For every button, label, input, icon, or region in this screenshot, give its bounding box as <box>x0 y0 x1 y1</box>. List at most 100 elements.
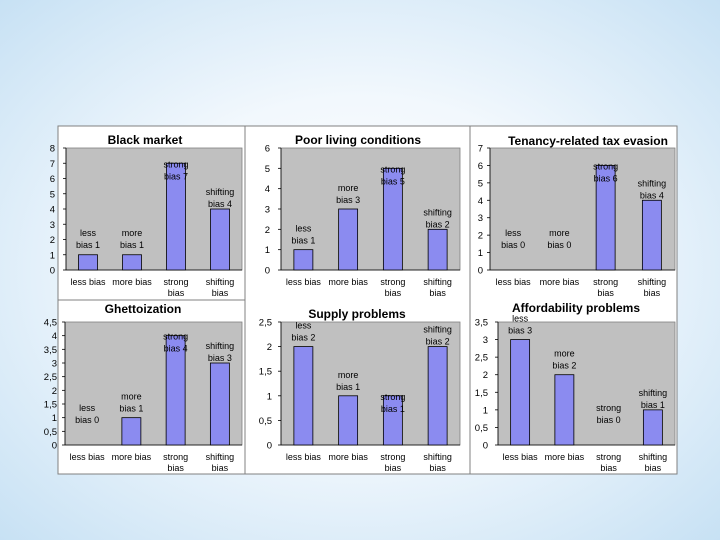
x-category-label: shifting <box>423 452 452 462</box>
y-tick-label: 2,5 <box>44 372 57 383</box>
x-category-label: shifting <box>206 277 235 287</box>
data-label: strong <box>596 403 621 413</box>
data-label: bias 4 <box>208 199 232 209</box>
y-tick-label: 1 <box>50 250 55 261</box>
x-category-label: less bias <box>70 277 106 287</box>
x-category-label: strong <box>163 277 188 287</box>
x-category-label: bias <box>212 463 229 473</box>
data-label: more <box>338 370 359 380</box>
data-label: strong <box>380 392 405 402</box>
x-category-label: less bias <box>496 277 532 287</box>
y-tick-label: 2 <box>52 386 57 397</box>
bar-less-bias <box>78 254 98 271</box>
y-tick-label: 8 <box>50 144 55 155</box>
y-tick-label: 0,5 <box>44 427 57 438</box>
y-tick-label: 1 <box>478 248 483 259</box>
data-label: bias 2 <box>426 219 450 229</box>
data-label: shifting <box>639 388 668 398</box>
x-category-label: more bias <box>328 277 368 287</box>
y-tick-label: 6 <box>50 174 55 185</box>
data-label: shifting <box>638 178 667 188</box>
y-tick-label: 3 <box>52 359 57 370</box>
data-label: bias 3 <box>336 195 360 205</box>
y-tick-label: 6 <box>478 161 483 172</box>
x-category-label: shifting <box>423 277 452 287</box>
x-category-label: bias <box>168 288 185 298</box>
y-tick-label: 2,5 <box>475 353 488 364</box>
y-tick-label: 4 <box>52 331 57 342</box>
bar-less-bias <box>293 346 314 446</box>
x-category-label: more bias <box>112 277 152 287</box>
x-category-label: strong <box>593 277 618 287</box>
bar-shifting-bias <box>209 362 230 446</box>
bar-shifting-bias <box>641 199 662 271</box>
bar-chart-1: Black market 0 1 2 3 4 5 6 7 8 less bias less bias 1… <box>50 133 243 298</box>
bar-chart-5: Supply problems 0 0,5 1 1,5 2 2,5 less bias less… <box>259 307 461 473</box>
chart-title: Black market <box>108 133 183 147</box>
data-label: more <box>554 349 575 359</box>
chart-title: Tenancy-related tax evasion <box>508 134 668 148</box>
y-tick-label: 7 <box>50 159 55 170</box>
y-tick-label: 3 <box>483 335 488 346</box>
y-tick-label: 1,5 <box>44 400 57 411</box>
bar-strong-bias <box>166 162 186 271</box>
data-label: bias 5 <box>381 176 405 186</box>
y-tick-label: 2,5 <box>259 318 272 329</box>
data-label: shifting <box>206 341 235 351</box>
data-label: bias 4 <box>164 344 188 354</box>
y-tick-label: 6 <box>265 144 270 155</box>
data-label: strong <box>163 332 188 342</box>
bar-shifting-bias <box>210 208 230 271</box>
data-label: strong <box>163 159 188 169</box>
y-tick-label: 5 <box>478 178 483 189</box>
x-category-label: bias <box>385 288 402 298</box>
x-category-label: shifting <box>639 452 668 462</box>
x-category-label: bias <box>429 288 446 298</box>
y-tick-label: 0 <box>50 266 55 277</box>
x-category-label: more bias <box>328 452 368 462</box>
y-tick-label: 3,5 <box>475 318 488 329</box>
x-category-label: more bias <box>112 452 152 462</box>
chart-title: Ghettoization <box>105 302 182 316</box>
y-tick-label: 1 <box>52 413 57 424</box>
data-label: more <box>338 183 359 193</box>
data-label: bias 1 <box>381 404 405 414</box>
y-tick-label: 4 <box>478 196 483 207</box>
x-category-label: less bias <box>286 452 322 462</box>
data-label: more <box>122 228 143 238</box>
x-category-label: more bias <box>540 277 580 287</box>
bar-strong-bias <box>165 335 186 446</box>
x-category-label: less bias <box>70 452 106 462</box>
x-category-label: shifting <box>206 452 235 462</box>
bar-more-bias <box>554 374 575 446</box>
y-tick-label: 0 <box>267 441 272 452</box>
data-label: strong <box>593 161 618 171</box>
bar-chart-6: Affordability problems 0 0,5 1 1,5 2 2,5 3 3,5 le… <box>475 301 676 473</box>
x-category-label: bias <box>429 463 446 473</box>
y-tick-label: 2 <box>483 370 488 381</box>
data-label: bias 0 <box>547 240 571 250</box>
bar-shifting-bias <box>642 409 663 446</box>
y-tick-label: 7 <box>478 144 483 155</box>
y-tick-label: 1,5 <box>259 367 272 378</box>
data-label: strong <box>380 164 405 174</box>
y-tick-label: 4 <box>265 184 270 195</box>
bar-more-bias <box>121 417 142 446</box>
bar-strong-bias <box>382 167 403 271</box>
y-tick-label: 1 <box>267 391 272 402</box>
x-category-label: bias <box>600 463 617 473</box>
data-label: less <box>79 403 96 413</box>
y-tick-label: 1 <box>265 245 270 256</box>
data-label: more <box>549 228 570 238</box>
data-label: shifting <box>423 325 452 335</box>
bar-strong-bias <box>382 395 403 446</box>
y-tick-label: 0,5 <box>259 416 272 427</box>
chart-title: Poor living conditions <box>295 133 421 147</box>
bar-more-bias <box>122 254 142 271</box>
y-tick-label: 0 <box>483 441 488 452</box>
x-category-label: strong <box>380 277 405 287</box>
bar-more-bias <box>338 395 359 446</box>
data-label: bias 0 <box>597 415 621 425</box>
data-label: shifting <box>206 187 235 197</box>
y-tick-label: 0 <box>478 266 483 277</box>
